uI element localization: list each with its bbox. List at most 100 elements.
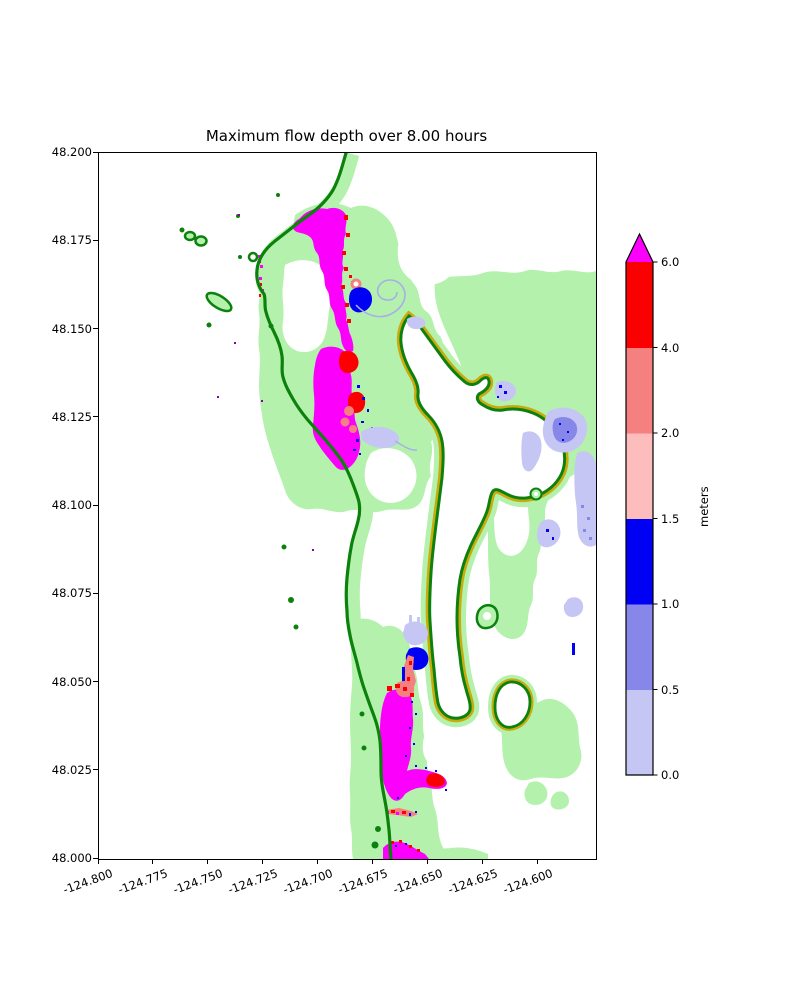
flood-patches (258, 207, 596, 859)
lake-ozette (391, 303, 574, 728)
ponding-southeast-blue (546, 529, 554, 540)
islet-dot (375, 826, 381, 832)
flood-stream-lavender (403, 621, 428, 646)
y-tick-mark (93, 769, 98, 771)
x-tick-mark (427, 859, 429, 864)
islet-dot (361, 745, 367, 751)
land-polygon-finger-1 (524, 781, 548, 805)
colorbar-segment (626, 347, 653, 434)
x-tick-mark (152, 859, 154, 864)
colorbar-segment (626, 518, 653, 605)
colorbar (625, 232, 658, 776)
y-tick-mark (93, 416, 98, 418)
y-tick-label: 48.075 (51, 586, 92, 601)
dry-ground-holes (282, 226, 577, 828)
y-tick-label: 48.150 (51, 321, 92, 336)
colorbar-unit-label: meters (697, 486, 711, 527)
ponding-laketip-lavender (406, 316, 426, 329)
flood-stream-lavender-finger (409, 615, 412, 624)
flood-south-magenta (383, 841, 429, 859)
colorbar-segments (626, 262, 653, 776)
ponding-east-blue-specks (559, 423, 569, 441)
land-polygon-finger-2 (550, 791, 569, 810)
inundation-map (179, 153, 596, 859)
flood-bottom-red-arm-tip (426, 773, 445, 787)
white-hole (397, 226, 458, 285)
ponding-blue-dash (572, 643, 575, 655)
lake-shoreline (399, 313, 567, 720)
flood-bottom-magenta (380, 689, 447, 801)
x-tick-label: -124.625 (446, 866, 500, 897)
colorbar-tick-label: 1.0 (661, 597, 680, 611)
flood-stream-lavender-finger (417, 617, 420, 624)
flood-midplain-red-1 (339, 350, 359, 374)
flood-bottom-red-fringe (387, 684, 414, 697)
x-tick-label: -124.600 (501, 866, 555, 897)
colorbar-segment (626, 604, 653, 690)
flood-midplain-squiggle (394, 440, 418, 451)
white-hole (422, 721, 461, 769)
x-tick-label: -124.650 (391, 866, 445, 897)
y-tick-label: 48.050 (51, 674, 92, 689)
flood-blue-pool (349, 287, 372, 313)
islet-ring (183, 230, 197, 242)
micro-dots (217, 214, 314, 551)
islet-dot (206, 322, 212, 328)
x-tick-mark (262, 859, 264, 864)
y-tick-mark (93, 328, 98, 329)
y-tick-label: 48.100 (51, 498, 92, 512)
colorbar-segment (626, 433, 653, 519)
y-tick-mark (93, 592, 98, 594)
y-tick-mark (93, 151, 98, 153)
x-tick-mark (97, 859, 99, 864)
ponding-shore-lavender (521, 431, 542, 472)
x-tick-label: -124.800 (61, 866, 115, 897)
x-tick-mark (317, 859, 319, 864)
y-tick-mark (93, 857, 98, 859)
ponding-edge-violet-specks (581, 505, 592, 540)
x-tick-label: -124.675 (336, 866, 390, 897)
map-plot-area (98, 152, 597, 860)
ozette-island (205, 291, 233, 313)
plot-title: Maximum flow depth over 8.00 hours (205, 127, 488, 145)
flood-salmon-donut (350, 278, 362, 290)
x-tick-label: -124.750 (171, 866, 225, 897)
colorbar-segment (626, 689, 653, 776)
colorbar-tick-label: 0.0 (661, 768, 680, 782)
x-tick-mark (372, 859, 374, 864)
islet-dot (288, 597, 294, 603)
y-tick-mark (93, 239, 98, 241)
lake-island-large-center (483, 612, 491, 620)
x-tick-mark (207, 859, 209, 864)
islet-ring (247, 251, 259, 263)
colorbar-outline (625, 232, 654, 776)
islet-dot (293, 624, 299, 630)
islet-dot (238, 255, 242, 259)
colorbar-over-arrow (626, 234, 653, 262)
x-tick-mark (537, 859, 539, 864)
y-tick-mark (93, 681, 98, 682)
colorbar-segment (626, 262, 653, 348)
white-hole (438, 789, 481, 828)
ponding-hook-blue (497, 385, 507, 398)
ponding-southeast-lavender (536, 519, 561, 548)
islet-dot (281, 544, 287, 550)
x-tick-label: -124.700 (281, 866, 335, 897)
ponding-east-violet-core (552, 416, 578, 443)
islet-ring (194, 235, 208, 247)
y-tick-label: 48.000 (51, 851, 92, 865)
ponding-far-southeast-lavender (563, 597, 584, 617)
flood-south-fringe (391, 840, 420, 852)
ponding-edge-lavender (574, 451, 596, 547)
flood-lavender-squiggle (355, 279, 406, 318)
colorbar-tick-label: 1.5 (661, 511, 680, 526)
white-hole (364, 448, 417, 503)
flood-bottom-blue-specks (397, 701, 447, 799)
y-tick-label: 48.200 (51, 145, 92, 159)
flood-midplain-lavender-arm (361, 426, 400, 449)
y-tick-label: 48.025 (51, 762, 92, 777)
colorbar-tick-label: 2.0 (661, 426, 680, 440)
x-tick-label: -124.725 (226, 866, 280, 897)
x-tick-mark (482, 859, 484, 864)
